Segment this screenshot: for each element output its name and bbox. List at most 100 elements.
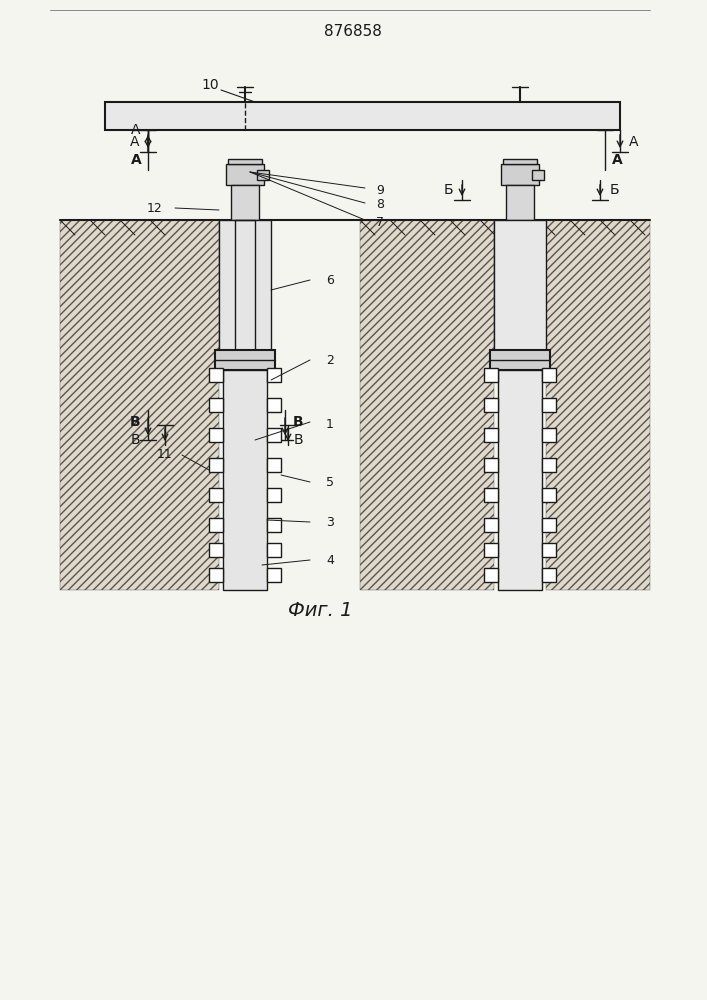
Bar (542, 458, 556, 472)
Text: B: B (129, 415, 140, 429)
Circle shape (248, 299, 252, 303)
Circle shape (522, 228, 525, 231)
Circle shape (245, 430, 248, 433)
Text: A: A (131, 153, 141, 167)
Circle shape (254, 259, 258, 263)
Circle shape (259, 303, 264, 307)
Bar (228, 159, 262, 164)
Bar (267, 368, 281, 382)
Circle shape (512, 313, 515, 316)
Circle shape (258, 288, 262, 292)
Circle shape (228, 331, 233, 335)
Bar (219, 220, 271, 350)
Circle shape (510, 248, 513, 251)
Circle shape (234, 393, 237, 396)
Bar (484, 488, 498, 502)
Bar (484, 543, 498, 557)
Circle shape (245, 261, 249, 265)
Circle shape (228, 424, 231, 427)
Circle shape (510, 366, 513, 369)
Circle shape (260, 389, 264, 392)
Bar (267, 543, 281, 557)
Circle shape (240, 512, 243, 515)
Text: 4: 4 (326, 554, 334, 566)
Circle shape (233, 489, 235, 492)
Bar (542, 543, 556, 557)
Circle shape (228, 451, 231, 454)
Circle shape (506, 238, 509, 241)
Circle shape (261, 563, 264, 566)
Circle shape (240, 525, 244, 528)
Circle shape (257, 531, 259, 534)
Bar (494, 220, 546, 350)
Bar (484, 368, 498, 382)
Circle shape (523, 489, 527, 492)
Circle shape (252, 442, 255, 445)
Text: 1: 1 (326, 418, 334, 432)
Circle shape (260, 374, 263, 377)
Circle shape (254, 255, 258, 259)
Circle shape (243, 468, 245, 471)
Text: A: A (612, 153, 622, 167)
Circle shape (256, 549, 259, 552)
Circle shape (256, 274, 260, 278)
Bar (267, 568, 281, 582)
Circle shape (235, 419, 238, 422)
Text: 3: 3 (326, 516, 334, 528)
Circle shape (503, 373, 506, 376)
Circle shape (242, 495, 245, 498)
Circle shape (242, 403, 245, 406)
Circle shape (257, 385, 260, 388)
Circle shape (532, 267, 535, 270)
Circle shape (238, 318, 243, 322)
Circle shape (234, 537, 237, 540)
Circle shape (233, 272, 237, 276)
Circle shape (227, 297, 231, 301)
Circle shape (228, 337, 233, 341)
Bar (105, 102, 620, 130)
Circle shape (257, 311, 261, 315)
Circle shape (525, 245, 527, 248)
Bar (484, 518, 498, 532)
Circle shape (240, 539, 244, 542)
Circle shape (257, 305, 261, 309)
Circle shape (235, 266, 238, 270)
Circle shape (515, 484, 519, 487)
Circle shape (509, 540, 512, 543)
Circle shape (231, 297, 235, 301)
Circle shape (503, 517, 506, 520)
Circle shape (503, 507, 506, 510)
Circle shape (238, 324, 241, 328)
Bar (209, 368, 223, 382)
Circle shape (231, 521, 234, 524)
Circle shape (235, 400, 238, 403)
Bar (267, 518, 281, 532)
Circle shape (226, 257, 229, 261)
Circle shape (243, 419, 245, 422)
Circle shape (235, 390, 238, 393)
Circle shape (228, 315, 232, 319)
Circle shape (235, 316, 239, 320)
Bar (542, 568, 556, 582)
Bar (257, 170, 269, 180)
Circle shape (516, 580, 519, 583)
Circle shape (235, 266, 240, 270)
Circle shape (228, 310, 233, 314)
Circle shape (252, 262, 255, 266)
Circle shape (233, 308, 238, 312)
Circle shape (243, 539, 246, 542)
Bar (503, 159, 537, 164)
Circle shape (233, 282, 237, 286)
Text: В: В (293, 433, 303, 447)
Circle shape (535, 375, 538, 378)
Circle shape (248, 340, 252, 344)
Circle shape (250, 279, 254, 283)
Bar (484, 428, 498, 442)
Bar (267, 428, 281, 442)
Bar (215, 350, 275, 370)
Circle shape (241, 229, 245, 233)
Circle shape (501, 306, 503, 309)
Circle shape (246, 235, 250, 239)
Bar (209, 543, 223, 557)
Text: 876858: 876858 (324, 24, 382, 39)
